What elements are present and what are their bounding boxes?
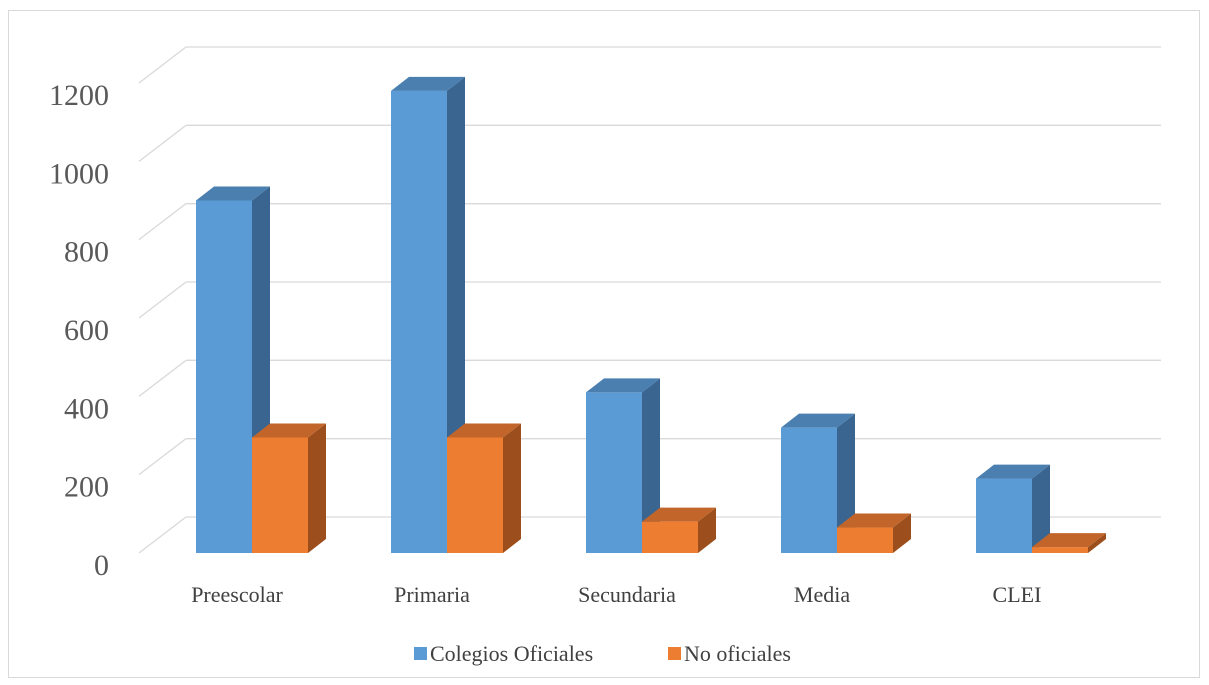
bar	[252, 423, 326, 553]
bar-top	[1032, 533, 1106, 548]
bar-front	[976, 478, 1032, 553]
gridline-wall	[138, 359, 187, 397]
legend-swatch	[414, 647, 427, 660]
y-tick-label: 600	[64, 314, 109, 347]
bar-top	[196, 186, 270, 201]
y-tick-label: 0	[94, 549, 109, 582]
legend-label: No oficiales	[684, 641, 791, 666]
bar-chart: 0 200 400 600 800 1000 1200 Preescolar Primaria…	[49, 46, 1161, 666]
category-label: CLEI	[993, 582, 1042, 607]
gridlines	[138, 46, 1161, 554]
bar-top	[586, 378, 660, 393]
gridline-wall	[138, 124, 187, 162]
bar-top	[642, 507, 716, 522]
bar-side	[698, 507, 716, 553]
legend-label: Colegios Oficiales	[430, 641, 593, 666]
bar-front	[391, 90, 447, 553]
bar-side	[642, 378, 660, 553]
gridline-wall	[138, 203, 187, 241]
bar	[976, 464, 1050, 553]
bar-side	[893, 513, 911, 553]
bar-front	[642, 521, 698, 553]
bar	[642, 507, 716, 553]
bar-front	[586, 392, 642, 553]
gridline-wall	[138, 516, 187, 554]
legend-item: Colegios Oficiales	[414, 641, 593, 666]
gridline-wall	[138, 438, 187, 476]
chart-frame: 0 200 400 600 800 1000 1200 Preescolar Primaria…	[8, 10, 1200, 678]
bar	[586, 378, 660, 553]
bar-side	[1032, 464, 1050, 553]
bar-top	[837, 513, 911, 528]
legend-swatch	[668, 647, 681, 660]
bar-front	[252, 437, 308, 553]
category-label: Secundaria	[578, 582, 676, 607]
bar	[837, 513, 911, 553]
bar-side	[308, 423, 326, 553]
bar-front	[447, 437, 503, 553]
bar-front	[196, 200, 252, 553]
y-axis-tick-labels: 0 200 400 600 800 1000 1200	[49, 79, 109, 582]
bars	[196, 76, 1106, 553]
category-label: Primaria	[394, 582, 470, 607]
legend: Colegios Oficiales No oficiales	[414, 641, 791, 666]
bar-top	[391, 76, 465, 91]
gridline-wall	[138, 46, 187, 84]
bar-top	[781, 413, 855, 428]
bar-side	[503, 423, 521, 553]
y-tick-label: 200	[64, 471, 109, 504]
legend-item: No oficiales	[668, 641, 791, 666]
bar	[1032, 533, 1106, 553]
bar	[781, 413, 855, 553]
gridline-wall	[138, 281, 187, 319]
bar-front	[837, 527, 893, 553]
bar-top	[447, 423, 521, 438]
bar-side	[1088, 533, 1106, 553]
y-tick-label: 1200	[49, 79, 109, 112]
bar-front	[1032, 547, 1088, 553]
bar-front	[781, 427, 837, 553]
category-label: Preescolar	[191, 582, 283, 607]
y-tick-label: 800	[64, 236, 109, 269]
bar-top	[252, 423, 326, 438]
bar-top	[976, 464, 1050, 479]
y-tick-label: 1000	[49, 157, 109, 190]
category-labels: Preescolar Primaria Secundaria Media CLEI	[191, 582, 1041, 607]
y-tick-label: 400	[64, 392, 109, 425]
category-label: Media	[794, 582, 850, 607]
bar	[447, 423, 521, 553]
